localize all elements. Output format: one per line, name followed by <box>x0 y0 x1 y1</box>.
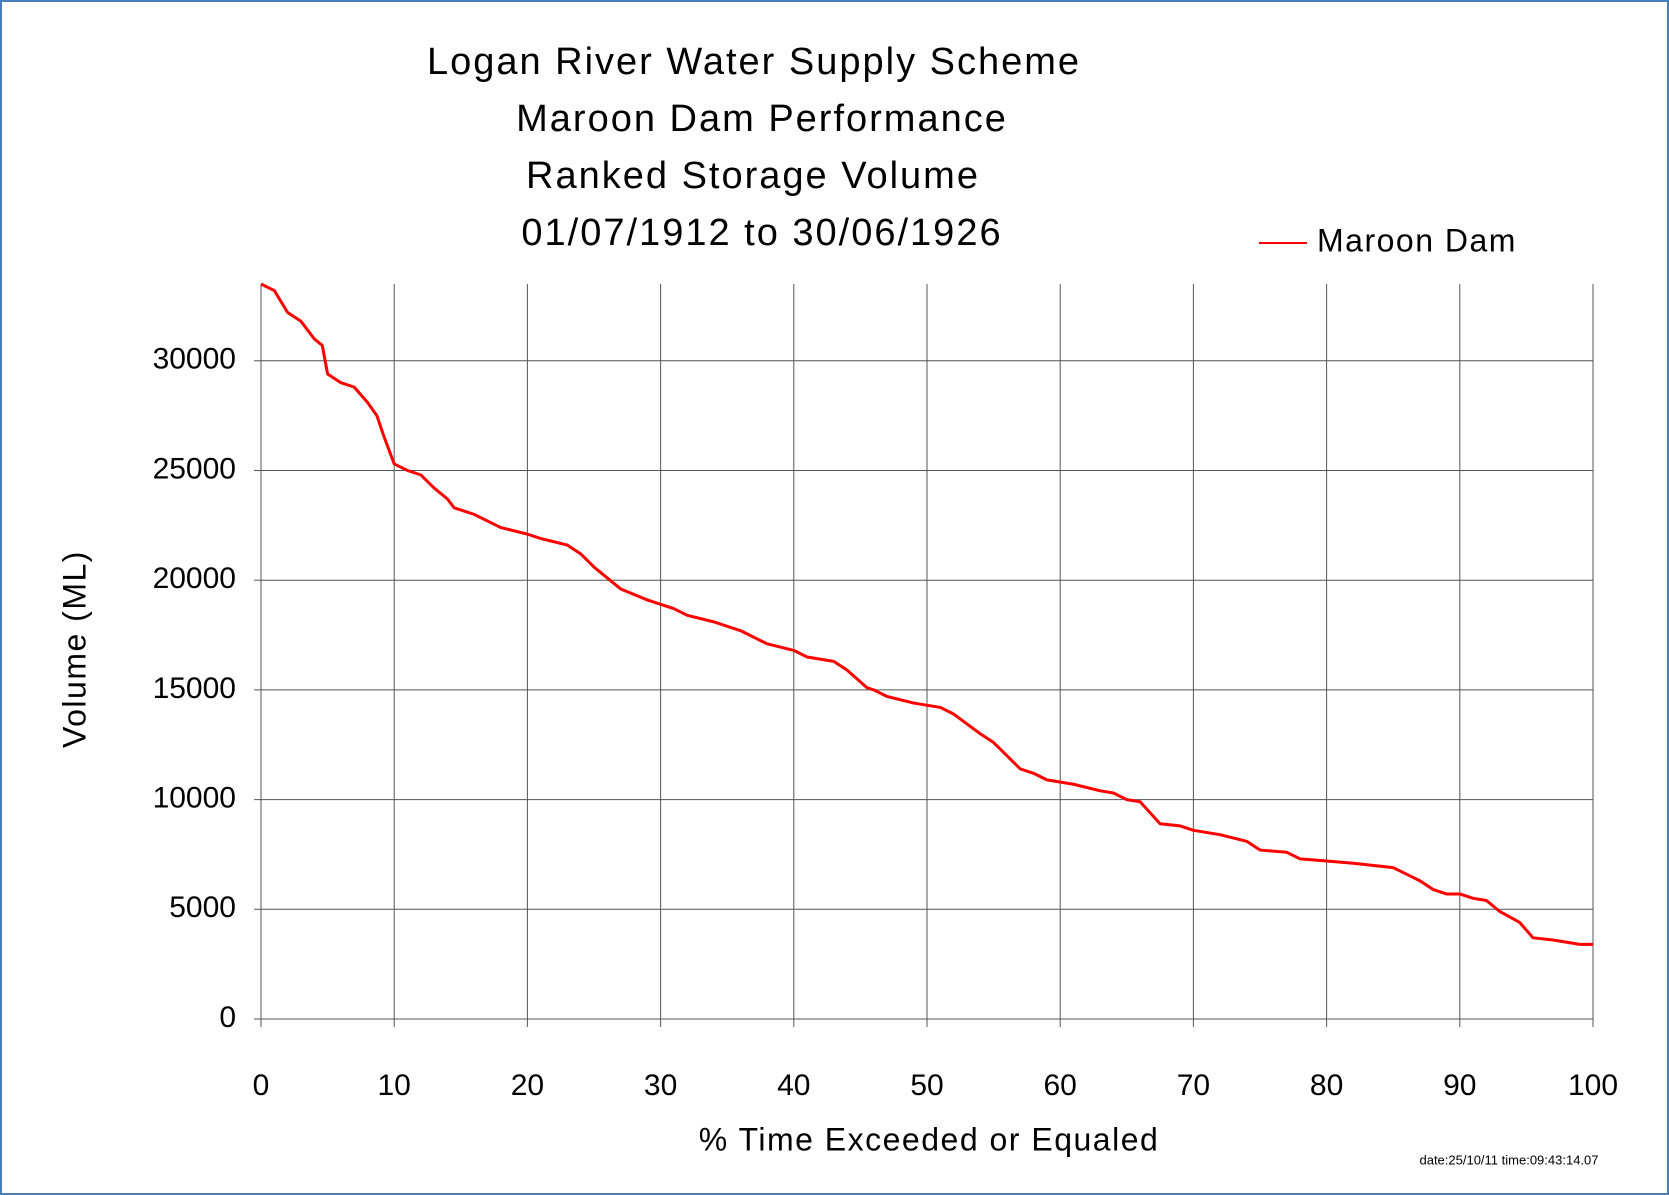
x-tick-label: 70 <box>1177 1069 1210 1102</box>
chart-title: 01/07/1912 to 30/06/1926 <box>521 212 1002 254</box>
y-tick-label: 15000 <box>153 672 236 705</box>
x-tick-label: 10 <box>378 1069 411 1102</box>
x-tick-label: 90 <box>1443 1069 1476 1102</box>
y-axis-label: Volume (ML) <box>56 550 92 748</box>
legend-label: Maroon Dam <box>1317 222 1517 258</box>
y-tick-label: 30000 <box>153 343 236 376</box>
x-tick-label: 50 <box>910 1069 943 1102</box>
x-axis-label: % Time Exceeded or Equaled <box>699 1121 1160 1157</box>
y-tick-label: 0 <box>219 1001 236 1034</box>
x-tick-label: 60 <box>1044 1069 1077 1102</box>
y-tick-label: 20000 <box>153 562 236 595</box>
x-tick-label: 100 <box>1568 1069 1618 1102</box>
footnote: date:25/10/11 time:09:43:14.07 <box>1419 1152 1598 1167</box>
data-line <box>260 282 1593 946</box>
x-tick-label: 40 <box>777 1069 810 1102</box>
chart-title: Logan River Water Supply Scheme <box>427 41 1081 83</box>
y-tick-label: 5000 <box>169 891 236 924</box>
x-tick-label: 0 <box>253 1069 270 1102</box>
y-tick-label: 25000 <box>153 452 236 485</box>
chart-title: Ranked Storage Volume <box>526 155 980 197</box>
x-tick-label: 80 <box>1310 1069 1343 1102</box>
y-tick-label: 10000 <box>153 782 236 815</box>
chart-title: Maroon Dam Performance <box>516 98 1008 140</box>
x-tick-label: 20 <box>511 1069 544 1102</box>
x-tick-label: 30 <box>644 1069 677 1102</box>
